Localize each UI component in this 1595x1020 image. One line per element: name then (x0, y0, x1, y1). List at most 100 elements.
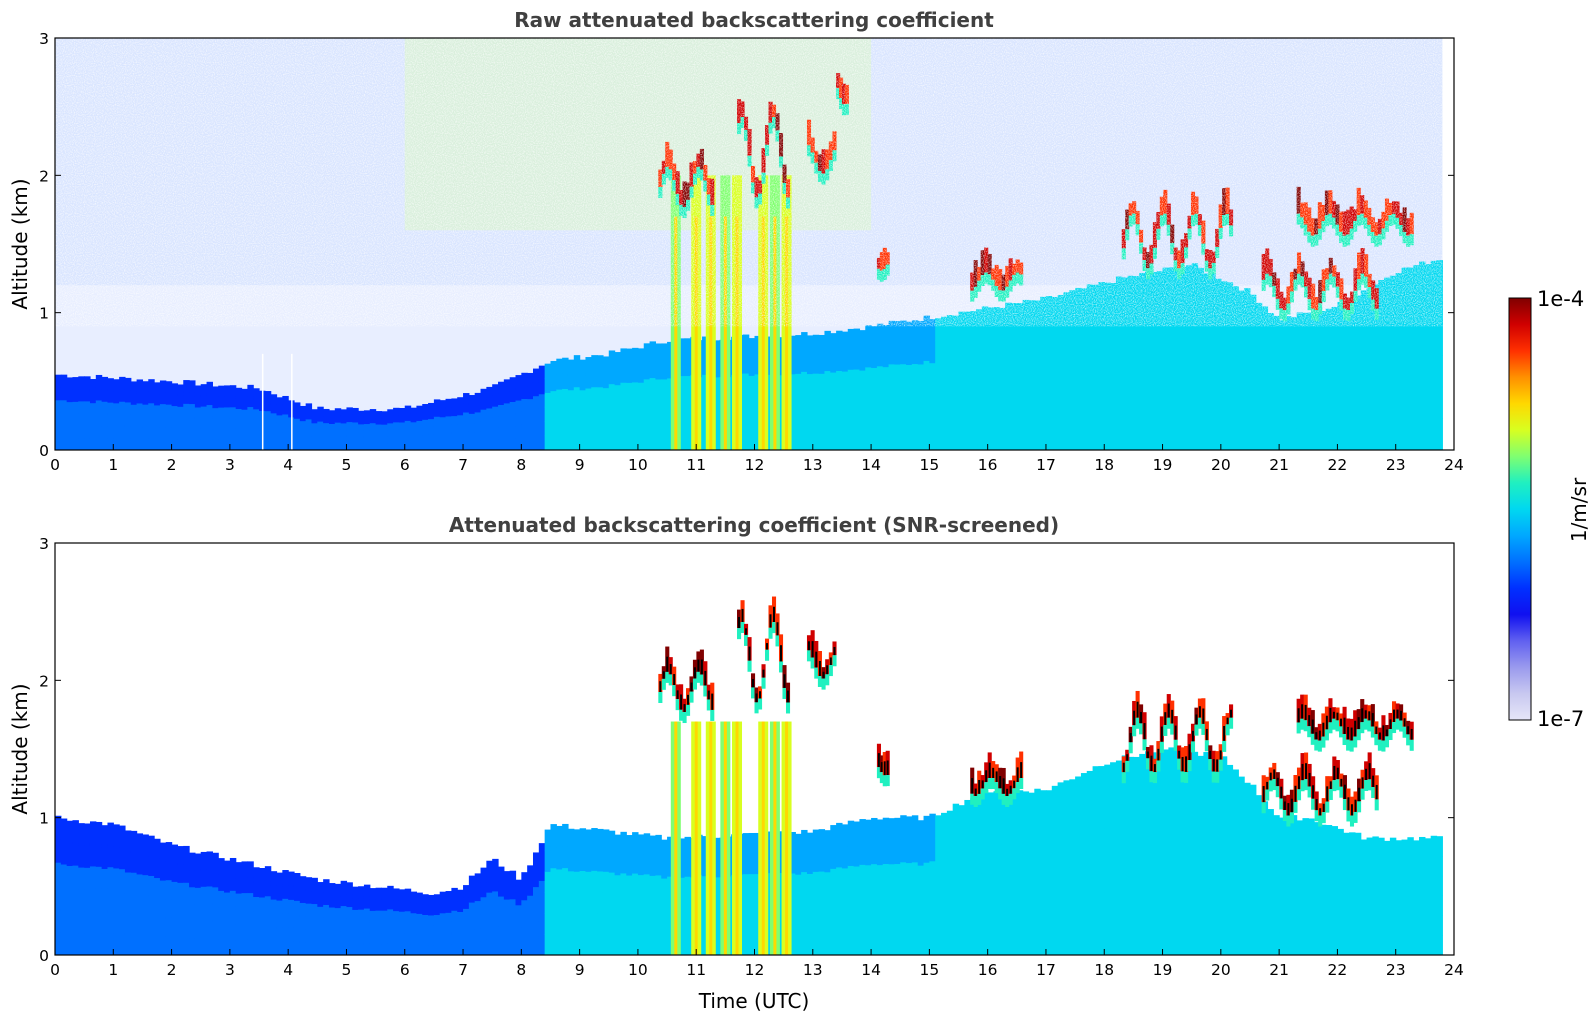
backscatter-cell (299, 902, 307, 917)
cloud-saturated-cell (673, 674, 676, 686)
backscatter-cell (410, 891, 418, 903)
backscatter-cell (433, 433, 441, 443)
backscatter-cell (521, 899, 528, 915)
backscatter-cell (89, 379, 97, 392)
backscatter-cell (562, 845, 569, 869)
backscatter-cell (1016, 401, 1024, 427)
backscatter-cell (358, 443, 365, 450)
backscatter-cell (742, 334, 750, 355)
precip-core (785, 216, 789, 450)
backscatter-cell (66, 843, 74, 867)
backscatter-cell (509, 389, 517, 402)
backscatter-cell (777, 934, 785, 955)
backscatter-cell (1419, 915, 1426, 936)
backscatter-cell (981, 845, 989, 874)
backscatter-cell (358, 897, 365, 910)
backscatter-cell (311, 903, 318, 917)
backscatter-cell (282, 395, 289, 406)
cloud-saturated-cell (1332, 711, 1335, 719)
backscatter-cell (177, 439, 184, 450)
backscatter-cell (218, 385, 225, 397)
backscatter-cell (328, 943, 336, 955)
backscatter-cell (987, 378, 995, 403)
backscatter-cell (60, 412, 68, 426)
backscatter-cell (626, 835, 633, 856)
backscatter-cell (789, 852, 796, 874)
backscatter-cell (212, 407, 219, 419)
backscatter-cell (1255, 821, 1263, 849)
backscatter-cell (293, 927, 301, 942)
backscatter-cell (1389, 915, 1397, 936)
cloud-base-cell (977, 793, 982, 805)
backscatter-cell (836, 390, 843, 411)
backscatter-cell (1104, 764, 1111, 797)
backscatter-cell (492, 439, 499, 450)
backscatter-cell (1209, 361, 1216, 392)
backscatter-cell (556, 358, 563, 375)
backscatter-cell (433, 914, 441, 926)
backscatter-cell (1354, 873, 1362, 895)
backscatter-cell (1168, 747, 1175, 783)
backscatter-cell (340, 443, 348, 450)
backscatter-cell (369, 436, 377, 444)
backscatter-cell (340, 905, 348, 919)
backscatter-cell (579, 849, 587, 872)
backscatter-cell (1145, 819, 1152, 854)
backscatter-cell (527, 411, 534, 425)
backscatter-cell (894, 932, 901, 955)
backscatter-cell (1343, 425, 1350, 450)
backscatter-cell (474, 886, 482, 902)
backscatter-cell (515, 412, 522, 426)
backscatter-cell (317, 435, 324, 444)
backscatter-cell (818, 354, 826, 374)
cloud-base-cell (1349, 740, 1354, 752)
backscatter-cell (480, 867, 487, 883)
cloud-saturated-cell (811, 641, 814, 658)
backscatter-cell (171, 405, 179, 418)
backscatter-cell (1279, 932, 1286, 955)
backscatter-cell (509, 377, 517, 390)
backscatter-cell (853, 843, 861, 867)
backscatter-cell (1185, 886, 1193, 922)
backscatter-cell (941, 931, 948, 955)
backscatter-cell (1354, 914, 1362, 936)
backscatter-cell (538, 936, 546, 955)
backscatter-cell (1197, 358, 1204, 390)
backscatter-cell (964, 877, 971, 904)
cloud-saturated-cell (1392, 709, 1395, 723)
backscatter-cell (911, 861, 919, 886)
cloud-base-cell (1194, 724, 1199, 736)
backscatter-cell (865, 887, 872, 911)
backscatter-cell (78, 823, 85, 846)
cloud-base-cell (1296, 722, 1301, 734)
backscatter-cell (171, 936, 179, 955)
backscatter-cell (906, 343, 913, 365)
backscatter-cell (1308, 335, 1315, 359)
backscatter-cell (270, 913, 278, 928)
backscatter-cell (1057, 424, 1065, 450)
backscatter-cell (602, 434, 610, 450)
backscatter-cell (824, 830, 831, 852)
backscatter-cell (375, 417, 383, 425)
backscatter-cell (387, 422, 394, 431)
backscatter-cell (620, 365, 627, 383)
backscatter-cell (684, 412, 691, 432)
backscatter-cell (159, 861, 167, 881)
backscatter-cell (562, 419, 569, 436)
backscatter-cell (626, 382, 633, 400)
backscatter-cell (876, 842, 884, 866)
backscatter-cell (340, 416, 348, 424)
backscatter-cell (929, 406, 936, 429)
backscatter-cell (346, 435, 353, 444)
backscatter-cell (981, 426, 989, 450)
backscatter-cell (1133, 888, 1140, 923)
backscatter-cell (806, 430, 814, 450)
backscatter-cell (836, 866, 843, 890)
backscatter-cell (1366, 369, 1373, 397)
backscatter-cell (958, 357, 965, 382)
backscatter-cell (987, 900, 995, 929)
backscatter-cell (1308, 381, 1315, 405)
backscatter-cell (241, 429, 248, 441)
backscatter-cell (148, 438, 155, 450)
backscatter-cell (1267, 930, 1274, 955)
